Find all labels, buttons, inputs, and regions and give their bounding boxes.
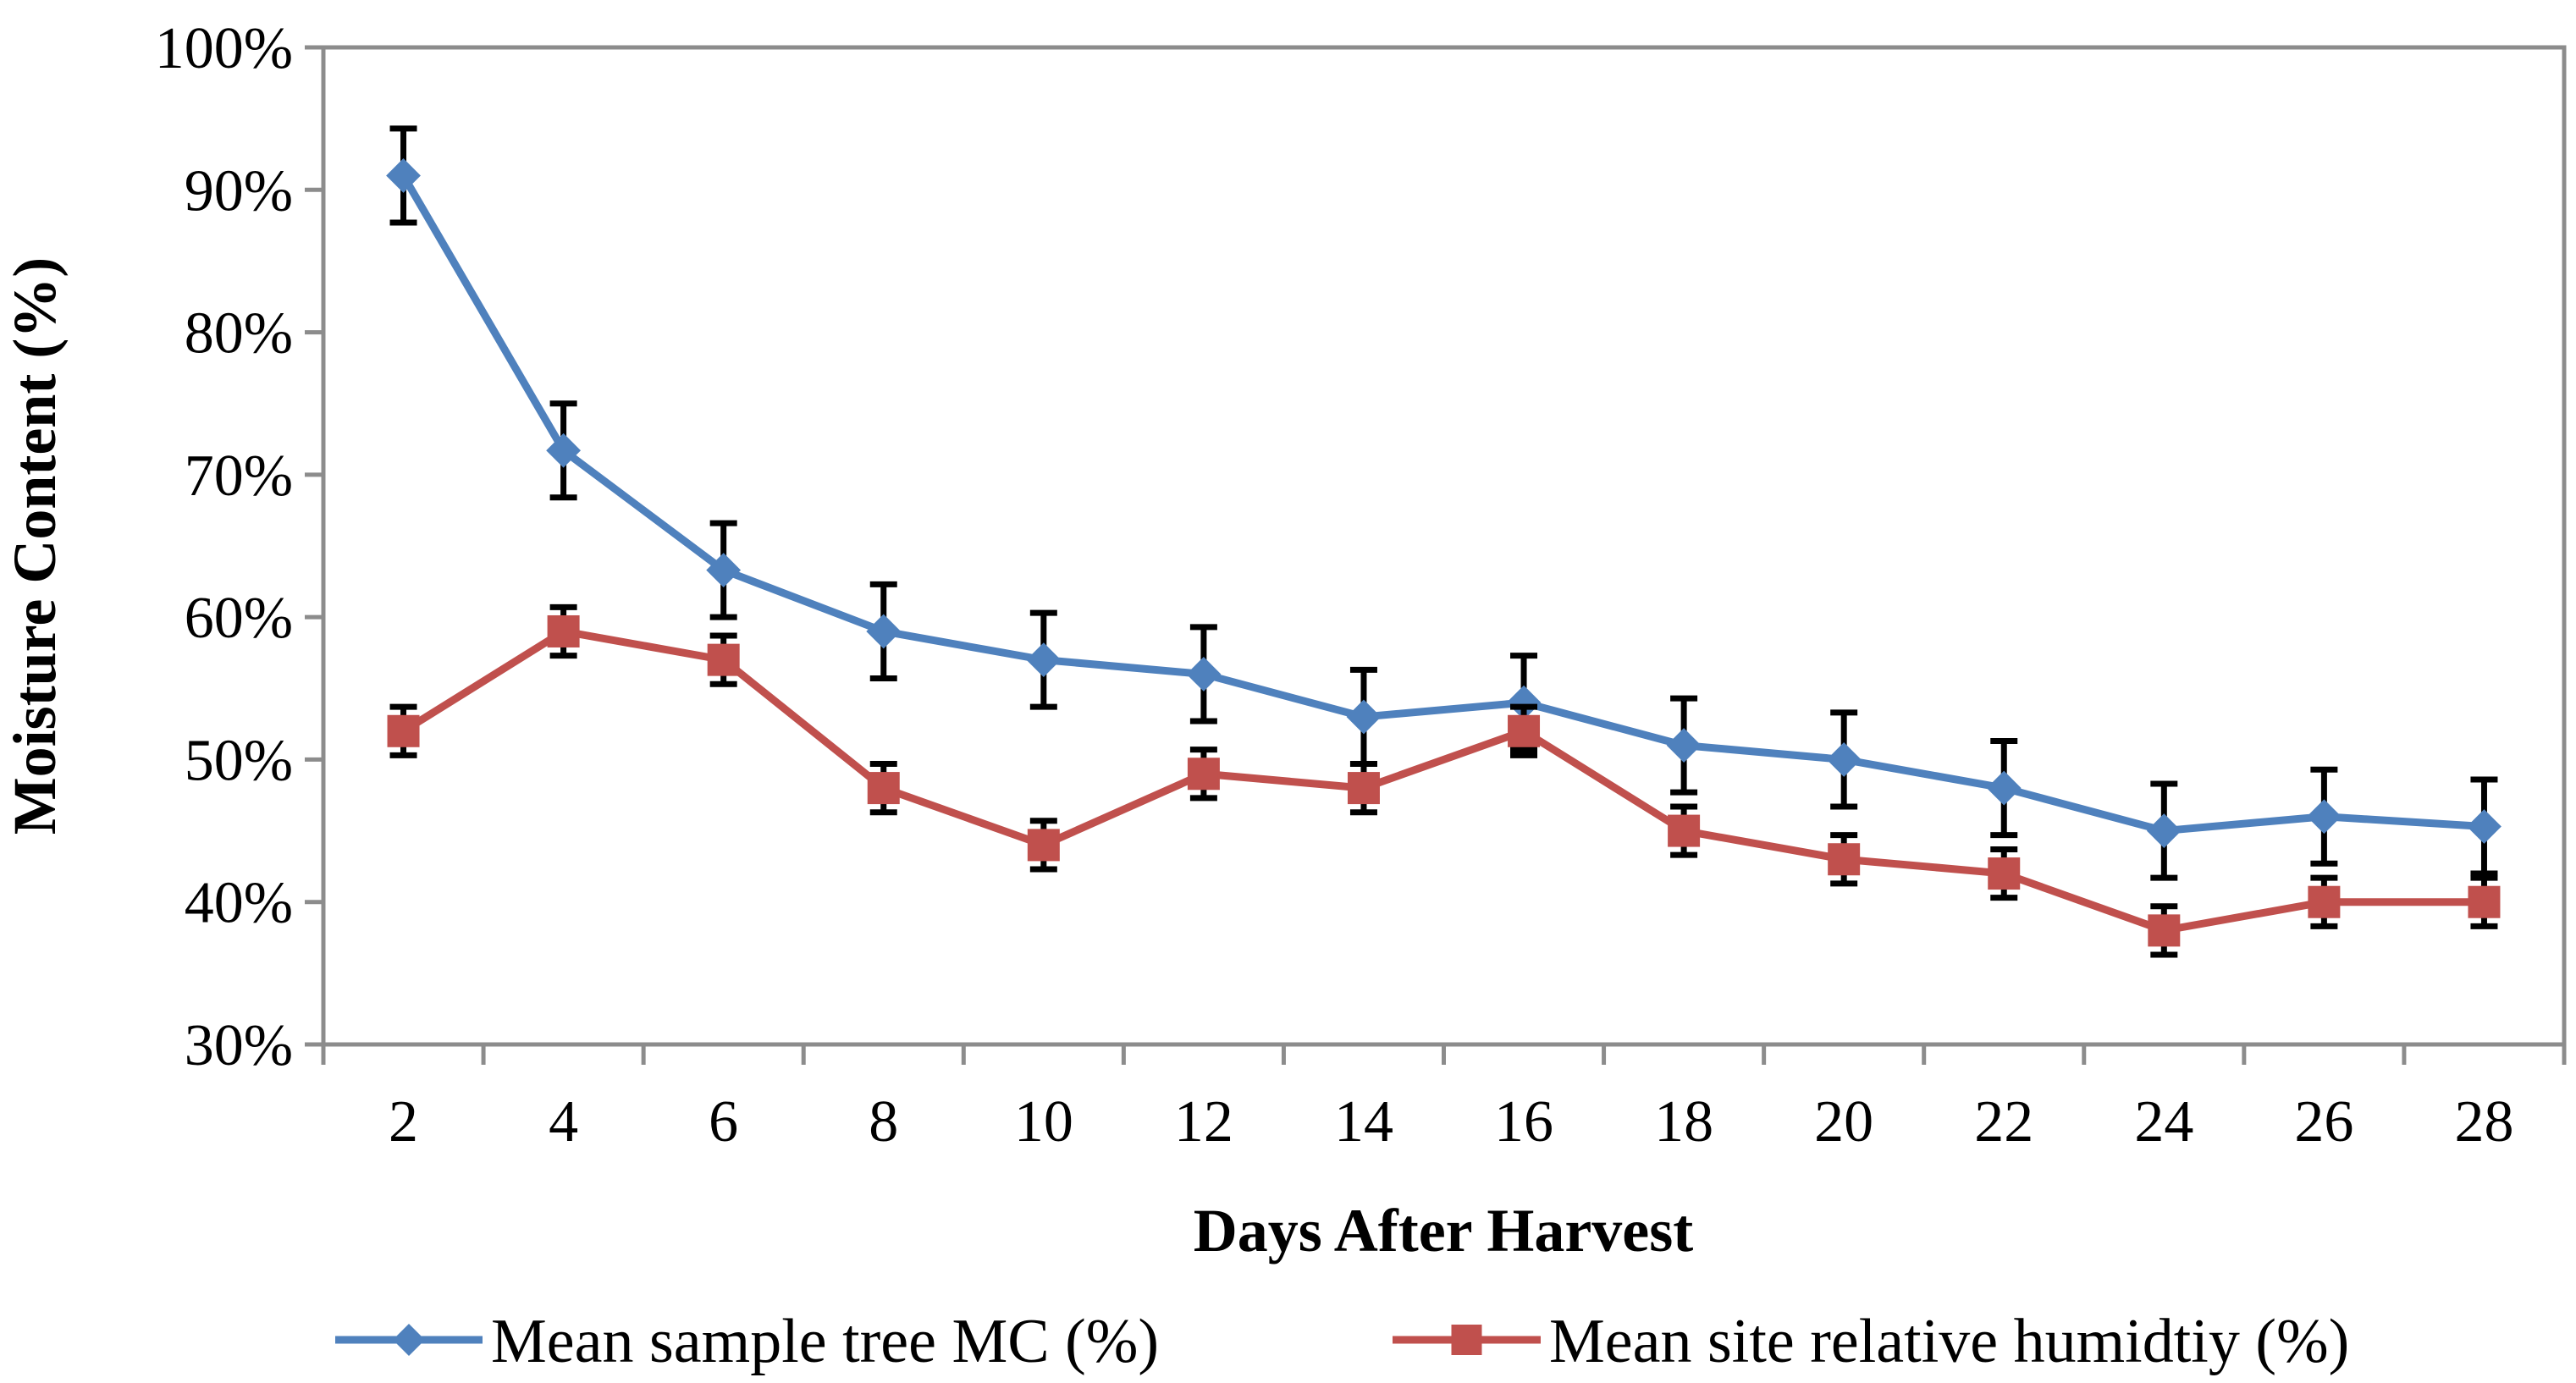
x-tick-label: 2 bbox=[389, 1089, 418, 1154]
data-point-square bbox=[1988, 857, 2021, 890]
x-tick-label: 18 bbox=[1654, 1089, 1713, 1154]
y-tick-label: 50% bbox=[185, 728, 293, 793]
data-point-square bbox=[1187, 758, 1220, 791]
y-tick-label: 60% bbox=[185, 586, 293, 651]
plot-area-frame bbox=[321, 45, 2567, 1047]
legend-item-2: Mean site relative humidtiy (%) bbox=[1393, 1307, 2349, 1376]
x-tick-label: 8 bbox=[869, 1089, 898, 1154]
data-point-square bbox=[1508, 714, 1541, 747]
data-point-square bbox=[2148, 914, 2181, 947]
data-point-diamond bbox=[386, 158, 421, 193]
data-point-square bbox=[2468, 885, 2501, 918]
data-point-diamond bbox=[1986, 770, 2022, 806]
x-tick-label: 16 bbox=[1494, 1089, 1553, 1154]
y-tick-label: 30% bbox=[185, 1013, 293, 1078]
y-axis: 30% 40% 50% 60% 70% 80% 90% 100% bbox=[155, 16, 326, 1078]
x-axis: 2 4 6 8 10 12 14 16 18 20 22 24 26 28 bbox=[321, 1042, 2567, 1154]
data-point-diamond bbox=[2146, 813, 2182, 848]
y-tick-label: 40% bbox=[185, 871, 293, 936]
data-point-diamond bbox=[2467, 809, 2502, 844]
data-point-diamond bbox=[546, 433, 582, 468]
series-group bbox=[386, 125, 2502, 958]
x-tick-label: 20 bbox=[1814, 1089, 1873, 1154]
series-1 bbox=[386, 125, 2502, 881]
data-point-diamond bbox=[1186, 657, 1222, 692]
series-2 bbox=[387, 603, 2501, 958]
data-point-square bbox=[387, 714, 420, 747]
series-line bbox=[401, 627, 2485, 934]
x-tick-label: 14 bbox=[1334, 1089, 1393, 1154]
data-point-diamond bbox=[706, 553, 742, 588]
y-tick-label: 70% bbox=[185, 444, 293, 509]
data-point-square bbox=[1347, 772, 1380, 805]
x-tick-label: 12 bbox=[1174, 1089, 1233, 1154]
data-point-diamond bbox=[1666, 728, 1702, 763]
x-tick-label: 26 bbox=[2294, 1089, 2353, 1154]
series-line bbox=[400, 174, 2485, 835]
x-tick-label: 10 bbox=[1014, 1089, 1073, 1154]
x-tick-label: 6 bbox=[709, 1089, 738, 1154]
legend: Mean sample tree MC (%) Mean site relativ… bbox=[335, 1307, 2349, 1376]
data-point-square bbox=[707, 643, 740, 676]
y-axis-title: Moisture Content (%) bbox=[1, 257, 69, 835]
data-point-diamond bbox=[1026, 642, 1062, 678]
legend-marker-square bbox=[1451, 1325, 1482, 1355]
legend-label: Mean sample tree MC (%) bbox=[491, 1307, 1159, 1376]
legend-label: Mean site relative humidtiy (%) bbox=[1549, 1307, 2349, 1376]
y-tick-label: 90% bbox=[185, 158, 293, 223]
data-point-square bbox=[547, 614, 580, 647]
data-point-diamond bbox=[1826, 742, 1862, 777]
x-tick-label: 22 bbox=[1974, 1089, 2033, 1154]
data-point-square bbox=[867, 772, 900, 805]
y-tick-label: 100% bbox=[155, 16, 293, 81]
data-point-diamond bbox=[866, 614, 902, 649]
legend-item-1: Mean sample tree MC (%) bbox=[335, 1307, 1159, 1376]
x-tick-label: 4 bbox=[549, 1089, 578, 1154]
data-point-square bbox=[2308, 885, 2341, 918]
data-point-square bbox=[1668, 814, 1701, 847]
data-point-diamond bbox=[2306, 799, 2342, 835]
data-point-diamond bbox=[1346, 699, 1382, 735]
data-point-square bbox=[1828, 843, 1861, 876]
x-axis-title: Days After Harvest bbox=[1194, 1197, 1694, 1265]
legend-marker-diamond bbox=[393, 1324, 425, 1356]
x-tick-label: 24 bbox=[2134, 1089, 2193, 1154]
x-tick-label: 28 bbox=[2454, 1089, 2513, 1154]
data-point-square bbox=[1027, 829, 1060, 862]
y-tick-label: 80% bbox=[185, 301, 293, 366]
